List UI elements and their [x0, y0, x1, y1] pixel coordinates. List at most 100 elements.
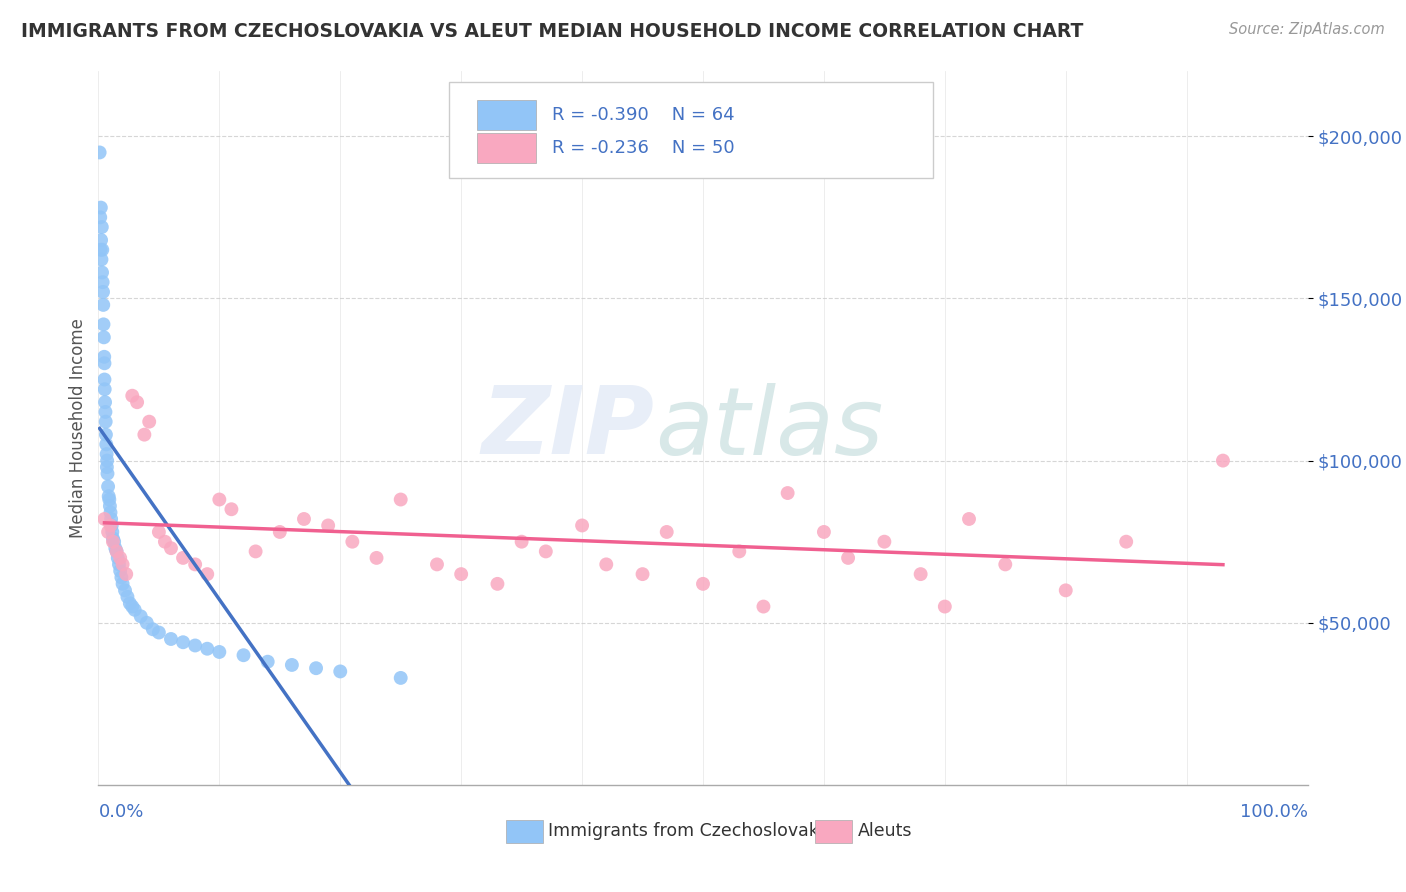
Point	[160, 541, 183, 556]
Point	[90, 252, 112, 267]
Point	[96, 437, 118, 451]
Point	[595, 558, 617, 572]
Point	[148, 625, 170, 640]
Text: IMMIGRANTS FROM CZECHOSLOVAKIA VS ALEUT MEDIAN HOUSEHOLD INCOME CORRELATION CHAR: IMMIGRANTS FROM CZECHOSLOVAKIA VS ALEUT …	[21, 22, 1084, 41]
Point	[148, 524, 170, 539]
Point	[873, 534, 896, 549]
Point	[97, 479, 120, 493]
Point	[94, 415, 117, 429]
Point	[692, 577, 714, 591]
Point	[426, 558, 449, 572]
Point	[91, 298, 114, 312]
Point	[184, 558, 207, 572]
Point	[90, 201, 112, 215]
Text: ZIP: ZIP	[482, 382, 655, 475]
Point	[1212, 453, 1234, 467]
Point	[121, 389, 143, 403]
Text: Immigrants from Czechoslovakia: Immigrants from Czechoslovakia	[548, 822, 835, 840]
Point	[221, 502, 243, 516]
Text: Source: ZipAtlas.com: Source: ZipAtlas.com	[1229, 22, 1385, 37]
Point	[195, 567, 218, 582]
Point	[94, 427, 117, 442]
Point	[108, 564, 131, 578]
Point	[93, 350, 115, 364]
Point	[93, 372, 115, 386]
Point	[160, 632, 183, 646]
Point	[91, 285, 114, 299]
Point	[114, 583, 136, 598]
Point	[934, 599, 956, 614]
Point	[108, 550, 131, 565]
Point	[195, 641, 218, 656]
Point	[90, 233, 112, 247]
Point	[94, 395, 117, 409]
FancyBboxPatch shape	[449, 82, 932, 178]
Point	[329, 665, 352, 679]
Point	[100, 512, 122, 526]
Point	[631, 567, 654, 582]
Point	[101, 532, 124, 546]
Point	[208, 645, 231, 659]
Point	[910, 567, 932, 582]
Point	[117, 590, 139, 604]
Point	[172, 550, 194, 565]
Point	[172, 635, 194, 649]
Point	[256, 655, 278, 669]
Point	[89, 211, 111, 225]
Point	[105, 544, 128, 558]
Point	[534, 544, 557, 558]
Point	[98, 499, 121, 513]
Text: 100.0%: 100.0%	[1240, 803, 1308, 821]
Point	[105, 544, 128, 558]
Point	[94, 405, 117, 419]
Point	[97, 489, 120, 503]
Point	[281, 657, 304, 672]
Point	[98, 492, 121, 507]
Point	[93, 512, 115, 526]
Point	[101, 524, 124, 539]
Point	[110, 570, 132, 584]
Point	[135, 615, 157, 630]
Point	[316, 518, 339, 533]
Point	[115, 567, 138, 582]
Point	[91, 243, 114, 257]
Point	[450, 567, 472, 582]
Point	[93, 356, 115, 370]
Point	[138, 415, 160, 429]
Point	[96, 467, 118, 481]
Point	[728, 544, 751, 558]
Point	[389, 492, 412, 507]
Point	[111, 558, 134, 572]
Point	[292, 512, 315, 526]
Point	[342, 534, 364, 549]
Point	[184, 639, 207, 653]
Point	[142, 622, 165, 636]
Point	[134, 427, 156, 442]
Point	[93, 330, 115, 344]
Point	[121, 599, 143, 614]
Point	[269, 524, 291, 539]
Point	[89, 145, 111, 160]
Text: R = -0.390    N = 64: R = -0.390 N = 64	[551, 106, 734, 125]
Point	[776, 486, 799, 500]
Point	[100, 506, 122, 520]
Point	[91, 265, 114, 279]
Point	[100, 518, 122, 533]
Point	[91, 275, 114, 289]
Point	[104, 541, 127, 556]
Point	[124, 603, 146, 617]
Point	[96, 460, 118, 475]
Text: atlas: atlas	[655, 383, 883, 474]
Point	[305, 661, 328, 675]
Point	[111, 577, 134, 591]
Point	[103, 534, 125, 549]
Point	[100, 518, 122, 533]
Point	[96, 453, 118, 467]
FancyBboxPatch shape	[477, 100, 536, 129]
Point	[837, 550, 859, 565]
Point	[245, 544, 267, 558]
Point	[127, 395, 149, 409]
Point	[118, 596, 141, 610]
Point	[153, 534, 176, 549]
Text: 0.0%: 0.0%	[98, 803, 143, 821]
